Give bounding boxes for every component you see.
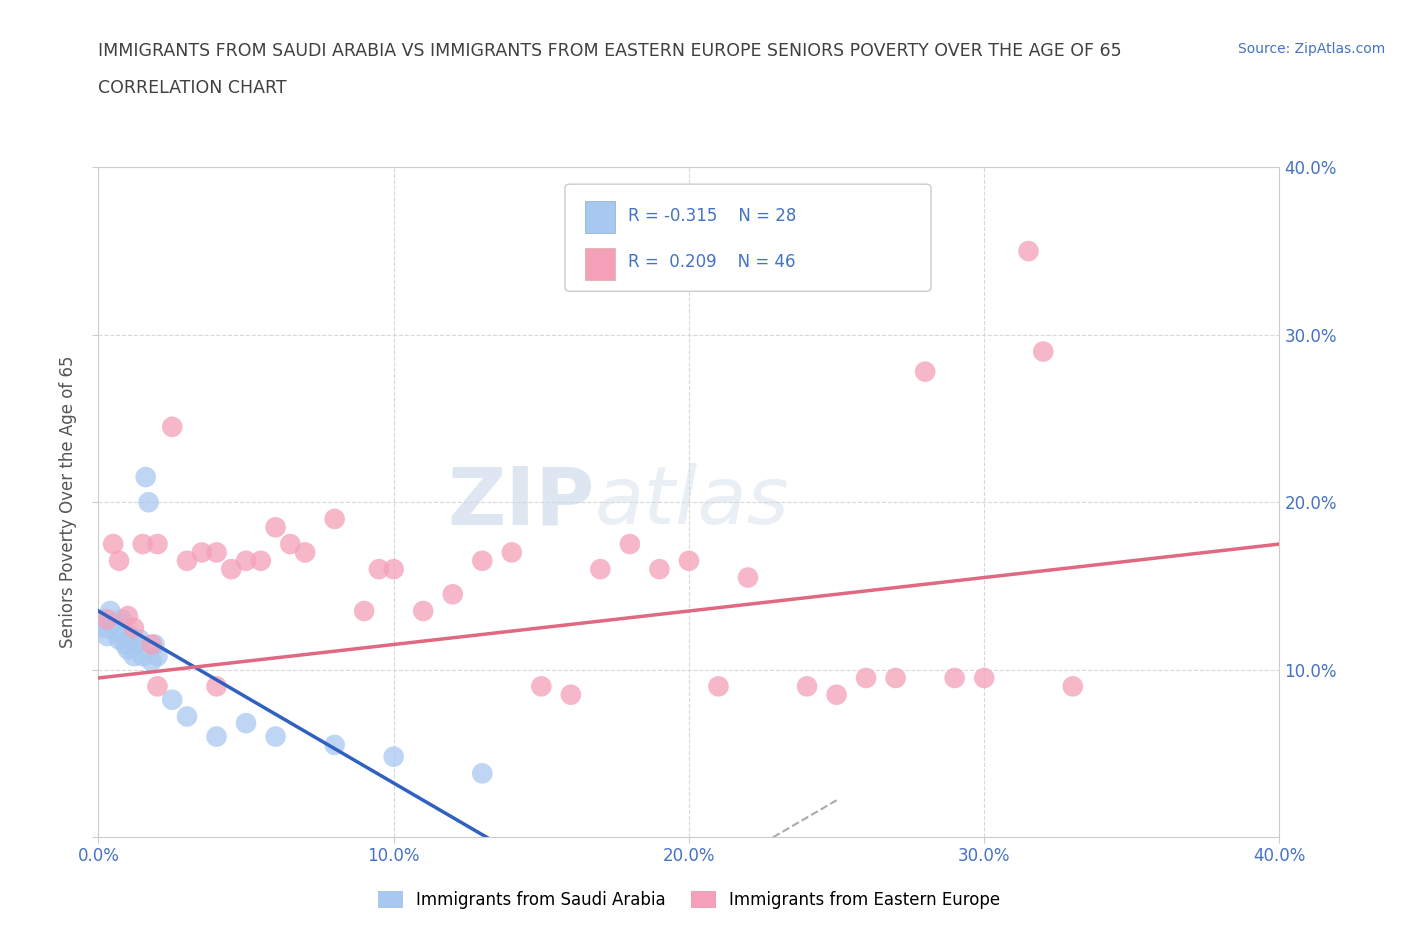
Legend: Immigrants from Saudi Arabia, Immigrants from Eastern Europe: Immigrants from Saudi Arabia, Immigrants…	[371, 884, 1007, 916]
Point	[501, 545, 523, 560]
Point	[530, 679, 553, 694]
Point	[146, 537, 169, 551]
Point	[1017, 244, 1039, 259]
Point	[560, 687, 582, 702]
Point	[323, 512, 346, 526]
Point	[122, 649, 145, 664]
Text: atlas: atlas	[595, 463, 789, 541]
Point	[825, 687, 848, 702]
Point	[117, 642, 139, 657]
Point	[135, 470, 157, 485]
Text: CORRELATION CHART: CORRELATION CHART	[98, 79, 287, 97]
Point	[162, 692, 183, 707]
Point	[471, 553, 494, 568]
Point	[138, 495, 160, 510]
Point	[294, 545, 316, 560]
Point	[122, 620, 145, 635]
Point	[103, 537, 125, 551]
Point	[146, 679, 169, 694]
Point	[707, 679, 730, 694]
Point	[943, 671, 966, 685]
Point	[176, 709, 198, 724]
Point	[855, 671, 877, 685]
Point	[108, 632, 131, 647]
Text: R = -0.315    N = 28: R = -0.315 N = 28	[627, 206, 796, 225]
FancyBboxPatch shape	[565, 184, 931, 291]
Point	[914, 365, 936, 379]
Y-axis label: Seniors Poverty Over the Age of 65: Seniors Poverty Over the Age of 65	[59, 356, 77, 648]
Point	[108, 553, 131, 568]
Point	[128, 632, 150, 647]
Point	[973, 671, 995, 685]
Point	[114, 637, 136, 652]
Point	[1062, 679, 1084, 694]
Text: R =  0.209    N = 46: R = 0.209 N = 46	[627, 254, 794, 272]
Point	[368, 562, 391, 577]
FancyBboxPatch shape	[585, 247, 614, 280]
Point	[90, 612, 112, 627]
Point	[98, 604, 121, 618]
Point	[884, 671, 907, 685]
Point	[678, 553, 700, 568]
Point	[382, 750, 405, 764]
Point	[205, 679, 228, 694]
Point	[132, 649, 155, 664]
Point	[235, 553, 257, 568]
Point	[589, 562, 612, 577]
Point	[219, 562, 242, 577]
Point	[125, 637, 148, 652]
Point	[619, 537, 641, 551]
Text: Source: ZipAtlas.com: Source: ZipAtlas.com	[1237, 42, 1385, 56]
Point	[191, 545, 214, 560]
Point	[132, 537, 155, 551]
Point	[105, 625, 128, 640]
Point	[264, 729, 287, 744]
Point	[250, 553, 273, 568]
Point	[146, 649, 169, 664]
Point	[96, 629, 118, 644]
Point	[141, 637, 163, 652]
Text: ZIP: ZIP	[447, 463, 595, 541]
Point	[737, 570, 759, 585]
Point	[176, 553, 198, 568]
Point	[103, 616, 125, 631]
Point	[235, 716, 257, 731]
FancyBboxPatch shape	[585, 201, 614, 233]
Point	[162, 419, 183, 434]
Point	[205, 729, 228, 744]
Point	[648, 562, 671, 577]
Point	[96, 612, 118, 627]
Point	[278, 537, 302, 551]
Point	[117, 608, 139, 623]
Point	[353, 604, 375, 618]
Point	[111, 612, 134, 627]
Point	[120, 629, 142, 644]
Text: IMMIGRANTS FROM SAUDI ARABIA VS IMMIGRANTS FROM EASTERN EUROPE SENIORS POVERTY O: IMMIGRANTS FROM SAUDI ARABIA VS IMMIGRAN…	[98, 42, 1122, 60]
Point	[323, 737, 346, 752]
Point	[412, 604, 434, 618]
Point	[93, 620, 115, 635]
Point	[141, 654, 163, 669]
Point	[1032, 344, 1054, 359]
Point	[382, 562, 405, 577]
Point	[441, 587, 464, 602]
Point	[205, 545, 228, 560]
Point	[796, 679, 818, 694]
Point	[471, 766, 494, 781]
Point	[264, 520, 287, 535]
Point	[143, 637, 166, 652]
